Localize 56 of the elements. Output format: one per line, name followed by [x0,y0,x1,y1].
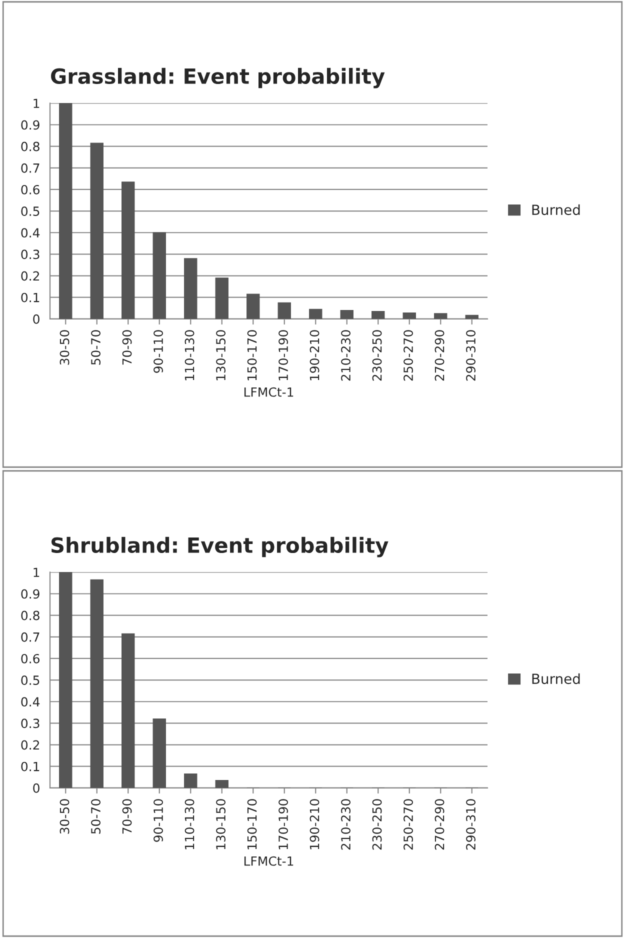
y-tick-label: 0.8 [21,610,40,620]
x-tick-label: 70-90 [122,799,132,834]
x-tick-label: 210-230 [341,799,350,850]
y-tick-label: 0.9 [21,120,40,130]
x-tick-label: 210-230 [341,330,350,381]
y-tick-label: 0.3 [21,718,40,728]
x-axis-title: LFMCt-1 [244,387,294,397]
x-tick-label: 50-70 [91,330,100,365]
y-tick-label: 0.6 [21,654,40,664]
y-tick-label: 0 [33,783,40,793]
x-tick-label: 190-210 [310,330,320,380]
y-tick-label: 0.1 [21,292,40,302]
x-tick-label: 270-290 [434,330,444,381]
y-tick-label: 1 [34,98,40,108]
x-tick-label: 170-190 [278,330,288,380]
x-tick-label: 30-50 [60,799,70,834]
x-tick-label: 290-310 [466,330,476,381]
x-tick-label: 110-130 [184,799,194,850]
y-tick-label: 0.6 [21,184,40,194]
legend-label: Burned [532,204,580,216]
x-tick-label: 110-130 [184,330,194,380]
x-tick-label: 150-170 [247,799,257,850]
y-tick-label: 0.9 [21,589,40,599]
y-tick-label: 0.8 [21,142,40,152]
y-tick-label: 0.7 [21,632,40,642]
x-tick-label: 50-70 [91,799,100,834]
y-tick-label: 0.5 [21,676,40,685]
chart-title: Shrubland: Event probability [51,536,388,558]
x-tick-label: 270-290 [434,799,444,850]
x-tick-label: 230-250 [372,799,382,850]
x-tick-label: 90-110 [154,799,163,842]
x-tick-label: 190-210 [310,799,320,850]
y-tick-label: 0.2 [21,740,40,750]
y-tick-label: 0.2 [21,271,40,281]
y-tick-label: 1 [34,568,40,577]
x-tick-label: 170-190 [278,799,288,850]
y-tick-label: 0.4 [21,697,40,707]
x-tick-label: 230-250 [372,330,382,381]
legend-label: Burned [532,673,580,684]
y-tick-label: 0.7 [21,163,40,173]
x-tick-label: 130-150 [216,799,226,850]
chart-title: Grassland: Event probability [51,68,385,88]
x-tick-label: 290-310 [466,799,476,850]
x-tick-label: 250-270 [404,799,413,850]
x-tick-label: 70-90 [122,330,132,365]
y-tick-label: 0.3 [21,250,40,260]
x-tick-label: 150-170 [247,330,257,380]
x-tick-label: 130-150 [216,330,226,380]
y-tick-label: 0 [33,314,40,324]
x-tick-label: 90-110 [154,330,163,373]
y-tick-label: 0.4 [21,228,40,238]
y-tick-label: 0.5 [21,206,40,216]
x-tick-label: 250-270 [404,330,413,381]
y-tick-label: 0.1 [21,762,40,772]
x-axis-title: LFMCt-1 [244,856,294,866]
x-tick-label: 30-50 [60,330,70,365]
